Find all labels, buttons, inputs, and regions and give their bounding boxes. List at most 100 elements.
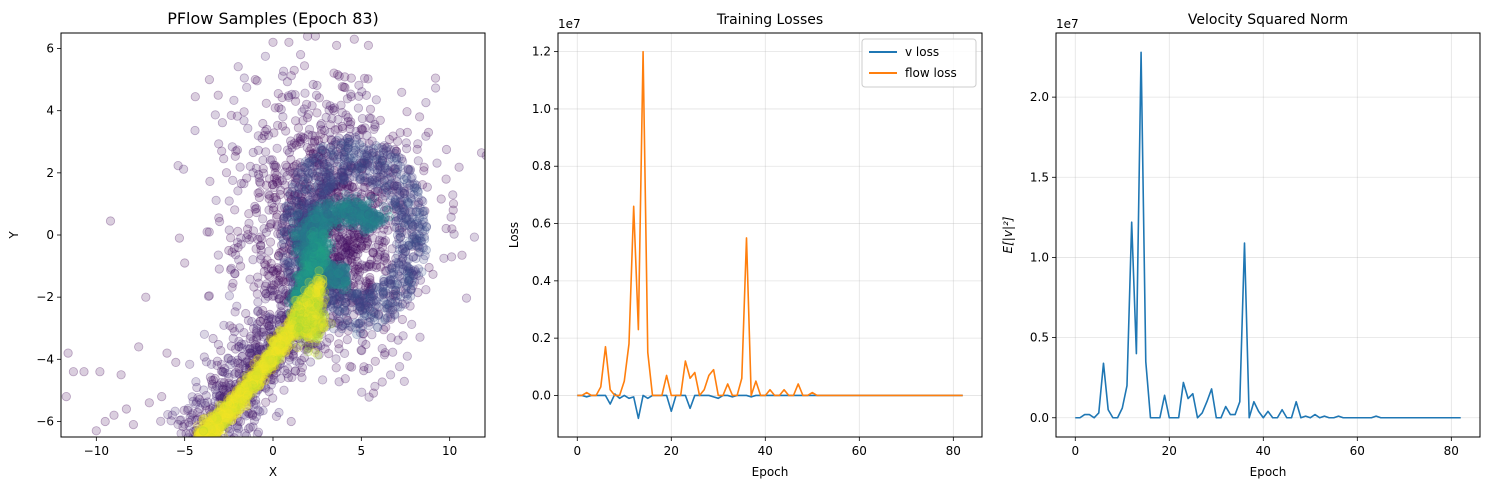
scatter-point bbox=[291, 232, 301, 242]
scatter-point bbox=[167, 410, 177, 420]
scatter-point bbox=[284, 265, 295, 275]
scatter-point bbox=[310, 131, 320, 141]
scatter-point bbox=[244, 218, 254, 228]
scatter-point bbox=[334, 191, 344, 201]
scatter-point bbox=[328, 182, 338, 192]
scatter-point bbox=[307, 322, 317, 333]
scatter-point bbox=[228, 333, 238, 343]
scatter-point bbox=[264, 174, 275, 184]
scatter-point bbox=[358, 290, 368, 301]
scatter-point bbox=[310, 246, 321, 256]
scatter-point bbox=[335, 234, 345, 244]
scatter-point bbox=[329, 68, 339, 78]
scatter-point bbox=[336, 213, 346, 223]
scatter-point bbox=[269, 160, 279, 170]
scatter-point bbox=[383, 165, 393, 175]
scatter-point bbox=[339, 301, 349, 311]
scatter-point bbox=[326, 134, 336, 144]
scatter-point bbox=[357, 114, 367, 124]
scatter-point bbox=[203, 451, 211, 459]
scatter-point bbox=[250, 201, 260, 211]
scatter-point bbox=[428, 269, 438, 279]
scatter-point bbox=[335, 297, 345, 307]
scatter-point bbox=[298, 231, 308, 242]
scatter-point bbox=[413, 222, 424, 232]
scatter-point bbox=[293, 189, 303, 199]
scatter-point bbox=[287, 163, 298, 173]
scatter-point bbox=[281, 160, 291, 170]
scatter-point bbox=[317, 375, 328, 385]
scatter-point bbox=[231, 344, 241, 354]
scatter-point bbox=[391, 212, 401, 222]
scatter-point bbox=[251, 163, 261, 173]
scatter-point bbox=[259, 324, 269, 334]
scatter-point bbox=[481, 151, 485, 160]
scatter-point bbox=[244, 209, 254, 219]
scatter-point bbox=[286, 140, 297, 150]
scatter-point bbox=[361, 90, 371, 100]
scatter-point bbox=[234, 255, 244, 265]
scatter-point bbox=[357, 230, 367, 240]
scatter-point bbox=[268, 266, 278, 276]
scatter-point bbox=[357, 387, 367, 397]
scatter-point bbox=[214, 264, 224, 274]
scatter-point bbox=[359, 209, 369, 219]
scatter-point bbox=[363, 363, 374, 374]
scatter-point bbox=[224, 291, 234, 301]
scatter-point bbox=[296, 367, 306, 377]
scatter-point bbox=[355, 318, 365, 328]
scatter-point bbox=[378, 185, 388, 195]
scatter-point bbox=[365, 190, 376, 200]
scatter-point bbox=[413, 287, 423, 298]
scatter-point bbox=[264, 386, 274, 397]
scatter-point bbox=[361, 339, 371, 350]
scatter-point bbox=[374, 212, 385, 222]
scatter-point bbox=[206, 359, 216, 369]
scatter-point bbox=[382, 313, 392, 323]
scatter-point bbox=[379, 141, 389, 151]
scatter-point bbox=[320, 259, 330, 269]
scatter-point bbox=[310, 200, 320, 210]
scatter-point bbox=[320, 173, 330, 183]
scatter-point bbox=[325, 184, 336, 194]
scatter-point bbox=[359, 156, 369, 166]
scatter-point bbox=[217, 118, 227, 128]
scatter-point bbox=[318, 145, 328, 155]
scatter-point bbox=[204, 436, 210, 437]
scatter-point bbox=[334, 377, 344, 387]
scatter-point bbox=[328, 151, 338, 161]
scatter-point bbox=[274, 293, 284, 303]
scatter-point bbox=[348, 262, 358, 272]
scatter-point bbox=[360, 303, 370, 313]
scatter-point bbox=[216, 345, 226, 356]
scatter-point bbox=[404, 274, 415, 285]
scatter-point bbox=[183, 403, 193, 414]
scatter-point bbox=[395, 190, 405, 200]
scatter-point bbox=[336, 192, 346, 202]
scatter-point bbox=[330, 219, 340, 229]
scatter-point bbox=[337, 82, 347, 92]
scatter-point bbox=[176, 428, 186, 437]
scatter-point bbox=[345, 119, 355, 129]
scatter-point bbox=[200, 436, 207, 437]
scatter-point bbox=[209, 436, 214, 437]
scatter-point bbox=[272, 221, 283, 231]
scatter-point bbox=[323, 209, 333, 219]
scatter-point bbox=[329, 259, 339, 269]
scatter-point bbox=[267, 180, 278, 190]
scatter-point bbox=[311, 295, 322, 305]
scatter-point bbox=[316, 145, 327, 155]
scatter-point bbox=[383, 225, 393, 235]
scatter-point bbox=[363, 302, 373, 312]
scatter-point bbox=[312, 243, 323, 253]
scatter-point bbox=[262, 124, 272, 135]
scatter-point bbox=[345, 290, 356, 300]
scatter-point bbox=[328, 265, 338, 275]
scatter-point bbox=[356, 302, 366, 312]
scatter-point bbox=[259, 285, 270, 295]
scatter-point bbox=[338, 178, 349, 188]
scatter-point bbox=[430, 83, 441, 93]
scatter-point bbox=[387, 298, 397, 308]
scatter-point bbox=[303, 109, 313, 119]
scatter-point bbox=[364, 392, 374, 402]
